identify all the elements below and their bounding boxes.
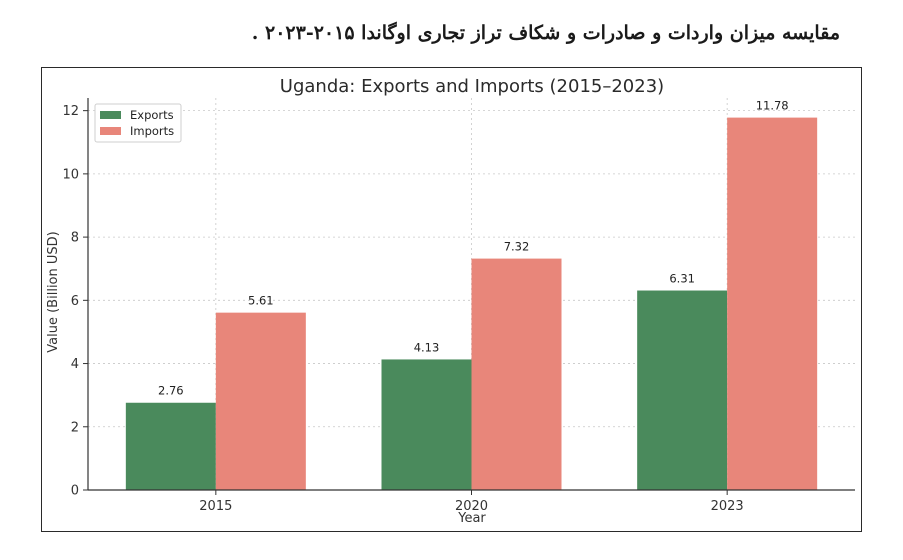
data-label-imports-2020: 7.32 <box>504 240 530 254</box>
data-label-imports-2023: 11.78 <box>756 99 789 113</box>
x-axis-title: Year <box>457 511 486 526</box>
data-labels: 2.76 5.61 4.13 7.32 6.31 11.78 <box>158 99 789 398</box>
y-tick-label: 4 <box>71 357 79 372</box>
axes: 0 2 4 6 8 10 12 2015 2020 2023 <box>62 98 855 514</box>
bar-exports-2015 <box>125 402 216 490</box>
bar-imports-2020 <box>471 258 562 490</box>
x-tick-label: 2015 <box>199 499 232 514</box>
y-axis-title: Value (Billion USD) <box>46 231 61 352</box>
legend: Exports Imports <box>94 103 182 143</box>
y-tick-label: 0 <box>71 484 79 499</box>
legend-label-imports: Imports <box>130 124 174 138</box>
bar-imports-2015 <box>215 312 306 490</box>
bars <box>125 117 818 490</box>
y-tick-label: 12 <box>62 104 79 119</box>
y-tick-label: 8 <box>71 231 79 246</box>
figure-caption: مقایسه میزان واردات و صادرات و شکاف تراز… <box>251 22 840 44</box>
x-tick-label: 2020 <box>455 499 488 514</box>
chart-title: Uganda: Exports and Imports (2015–2023) <box>280 76 664 97</box>
data-label-exports-2015: 2.76 <box>158 384 184 398</box>
data-label-exports-2023: 6.31 <box>669 272 695 286</box>
legend-swatch-imports <box>100 127 121 135</box>
y-tick-label: 2 <box>71 420 79 435</box>
bar-chart: 0 2 4 6 8 10 12 2015 2020 2023 2.76 5.61 4.13 7.32 6.… <box>46 76 855 526</box>
legend-label-exports: Exports <box>130 108 174 122</box>
data-label-imports-2015: 5.61 <box>248 294 274 308</box>
bar-exports-2020 <box>381 359 472 490</box>
data-label-exports-2020: 4.13 <box>414 340 440 354</box>
y-tick-label: 10 <box>62 167 79 182</box>
chart-figure: 0 2 4 6 8 10 12 2015 2020 2023 2.76 5.61 4.13 7.32 6.… <box>41 67 862 532</box>
x-tick-label: 2023 <box>711 499 744 514</box>
legend-swatch-exports <box>100 111 121 119</box>
bar-imports-2023 <box>727 117 818 490</box>
bar-exports-2023 <box>637 290 728 490</box>
y-tick-label: 6 <box>71 294 79 309</box>
